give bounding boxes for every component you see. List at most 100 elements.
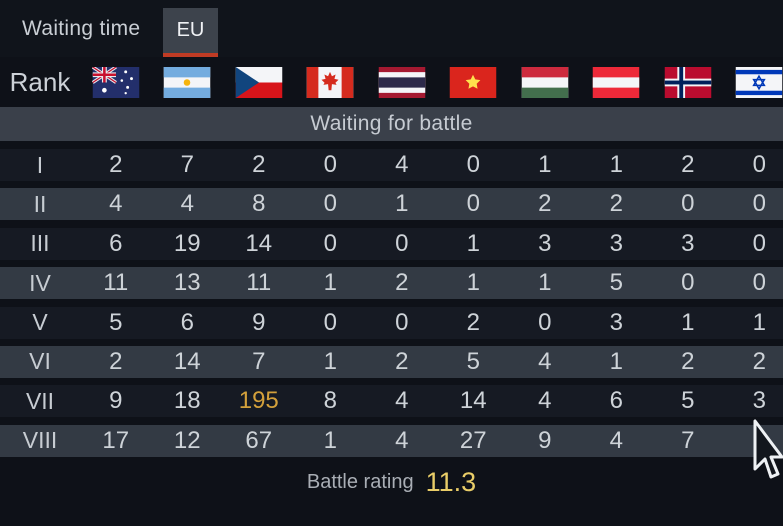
value-cell: 11 (246, 269, 272, 297)
value-cell: 27 (459, 426, 487, 454)
value-cell: 18 (173, 387, 201, 415)
table-row-rank-6: VI 2 14 7 1 2 5 4 1 2 2 (0, 345, 783, 378)
battle-rating-label: Battle rating (306, 470, 414, 493)
rank-cell: VII (25, 387, 55, 414)
value-cell: 8 (323, 387, 337, 415)
value-cell: 2 (395, 269, 409, 297)
value-cell: 6 (180, 308, 194, 336)
rank-cell: V (32, 309, 48, 336)
value-cell: 1 (609, 151, 623, 178)
value-cell: 4 (395, 151, 409, 178)
value-cell: 0 (752, 269, 766, 297)
table-row-rank-7: VII 9 18 195 8 4 14 4 6 5 3 (0, 385, 783, 418)
flag-thailand-icon (366, 67, 438, 98)
value-cell: 1 (323, 269, 337, 297)
flag-argentina-icon (152, 67, 224, 98)
value-cell: 0 (395, 308, 409, 336)
table-row-rank-5: V 5 6 9 0 0 2 0 3 1 1 (0, 306, 783, 339)
flag-norway-icon (652, 67, 724, 98)
value-cell: 7 (252, 347, 266, 375)
value-cell: 2 (538, 190, 552, 218)
value-cell: 3 (681, 229, 695, 257)
rank-cell: VI (29, 348, 51, 375)
value-cell: 1 (538, 269, 552, 297)
value-cell: 7 (180, 151, 194, 178)
value-cell: 5 (109, 308, 123, 336)
table-row-rank-1: I 2 7 2 0 4 0 1 1 2 0 (0, 149, 783, 181)
value-cell: 14 (173, 347, 201, 375)
value-cell: 0 (466, 190, 480, 218)
value-cell: 9 (109, 387, 123, 415)
rank-cell: III (30, 230, 50, 257)
value-cell: 12 (173, 426, 201, 454)
flag-hungary-icon (509, 67, 581, 98)
value-cell: 4 (538, 387, 552, 415)
battle-rating-value: 11.3 (425, 466, 477, 497)
flag-czech-republic-icon (223, 67, 295, 98)
mouse-cursor-icon (752, 419, 783, 486)
value-cell: 2 (681, 151, 695, 178)
value-cell: 2 (395, 347, 409, 375)
value-cell: 9 (252, 308, 266, 336)
value-cell: 4 (538, 347, 552, 375)
rank-cell: VIII (22, 427, 58, 454)
value-cell: 5 (466, 347, 480, 375)
value-cell: 17 (102, 426, 130, 454)
value-cell: 14 (459, 387, 487, 415)
value-cell: 2 (109, 347, 123, 375)
value-cell: 1 (681, 308, 695, 336)
value-cell: 3 (609, 308, 623, 336)
value-cell: 13 (173, 269, 201, 297)
value-cell: 8 (252, 190, 266, 218)
nation-header-row: Rank (0, 62, 783, 103)
value-cell: 3 (752, 387, 766, 415)
flag-canada-icon (295, 67, 367, 98)
value-cell: 0 (323, 151, 337, 178)
value-cell: 0 (323, 308, 337, 336)
table-row-rank-2: II 4 4 8 0 1 0 2 2 0 0 (0, 188, 783, 221)
flag-austria-icon (581, 67, 653, 98)
value-cell: 2 (466, 308, 480, 336)
flag-israel-icon (724, 67, 783, 98)
value-cell: 2 (752, 347, 766, 375)
value-cell: 1 (323, 347, 337, 375)
tab-eu[interactable]: EU (163, 8, 218, 57)
value-cell: 4 (109, 190, 123, 218)
value-cell: 0 (681, 269, 695, 297)
value-cell: 9 (538, 426, 552, 454)
value-cell: 2 (252, 151, 266, 178)
value-cell: 0 (681, 190, 695, 218)
table-row-rank-3: III 6 19 14 0 0 1 3 3 3 0 (0, 227, 783, 260)
value-cell: 2 (609, 190, 623, 218)
value-cell: 6 (609, 387, 623, 415)
value-cell: 1 (323, 426, 337, 454)
waiting-table: I 2 7 2 0 4 0 1 1 2 0 II 4 4 8 0 1 0 2 2… (0, 149, 783, 457)
value-cell: 11 (103, 269, 129, 297)
value-cell: 1 (466, 269, 480, 297)
rank-header: Rank (9, 67, 71, 97)
value-cell: 0 (752, 229, 766, 257)
value-cell-highlighted: 195 (238, 387, 279, 415)
value-cell: 0 (323, 229, 337, 257)
section-header: Waiting for battle (0, 107, 783, 141)
rank-cell: IV (29, 269, 51, 296)
value-cell: 1 (609, 347, 623, 375)
table-row-rank-8: VIII 17 12 67 1 4 27 9 4 7 1 (0, 424, 783, 457)
section-header-label: Waiting for battle (310, 112, 473, 135)
rank-cell: I (36, 151, 44, 178)
value-cell: 0 (466, 151, 480, 178)
value-cell: 0 (752, 190, 766, 218)
value-cell: 0 (395, 229, 409, 257)
value-cell: 14 (245, 229, 273, 257)
value-cell: 0 (323, 190, 337, 218)
rank-cell: II (33, 190, 47, 217)
tab-bar: Waiting time EU (0, 0, 783, 57)
tab-eu-label: EU (176, 19, 205, 41)
value-cell: 3 (609, 229, 623, 257)
value-cell: 1 (752, 308, 766, 336)
value-cell: 19 (173, 229, 201, 257)
value-cell: 6 (109, 229, 123, 257)
value-cell: 0 (538, 308, 552, 336)
value-cell: 4 (609, 426, 623, 454)
